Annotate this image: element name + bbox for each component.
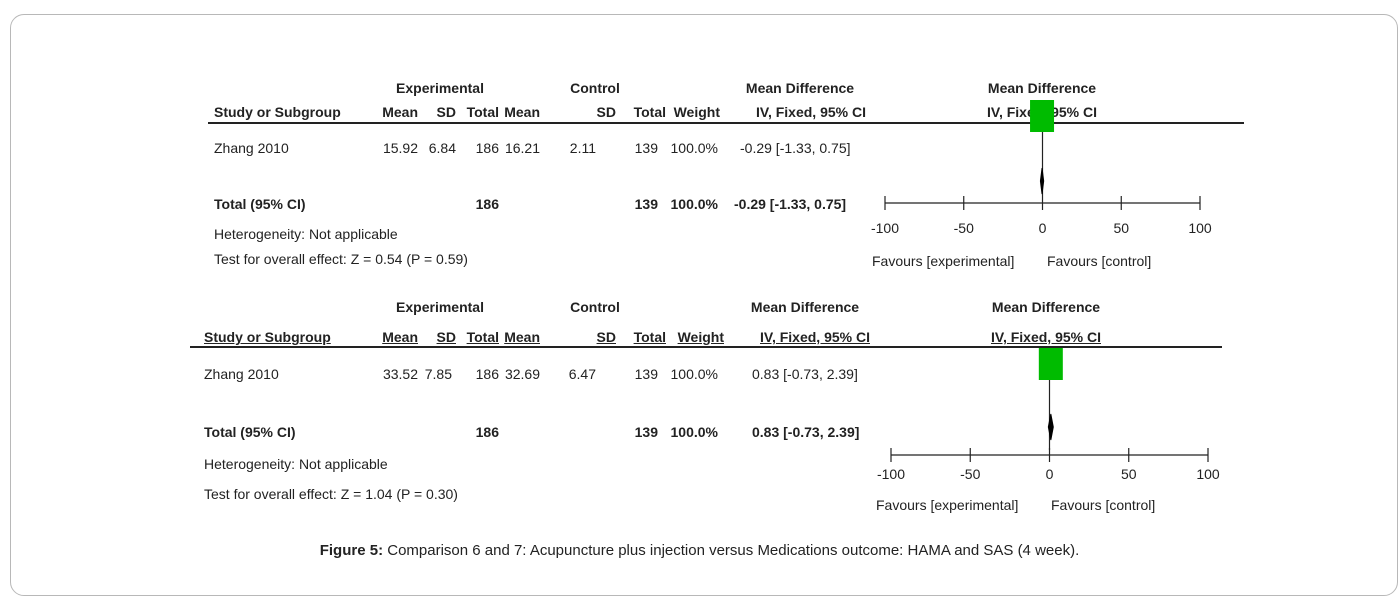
total-c: 139 <box>634 140 658 156</box>
x-axis-tick-label: 100 <box>1188 220 1212 236</box>
forest-plots: -100 -50 0 50 100 -100 -50 0 50 100 <box>871 100 1220 482</box>
col-total-e: Total <box>466 104 499 120</box>
col-total-e: Total <box>466 329 499 345</box>
weight: 100.0% <box>670 140 718 156</box>
col-sd-e: SD <box>436 329 456 345</box>
study-weight-square <box>1030 100 1055 132</box>
x-axis-tick-label: -50 <box>954 220 974 236</box>
overall-effect: Test for overall effect: Z = 0.54 (P = 0… <box>214 251 468 267</box>
x-axis-tick-label: -50 <box>960 466 980 482</box>
pooled-total-e: 186 <box>475 196 499 212</box>
mean-difference-ci: 0.83 [-0.73, 2.39] <box>752 366 858 382</box>
col-total-c: Total <box>633 329 666 345</box>
pooled-total-c: 139 <box>634 196 658 212</box>
group-header-control: Control <box>570 80 620 96</box>
heterogeneity: Heterogeneity: Not applicable <box>204 456 388 472</box>
col-study: Study or Subgroup <box>204 329 331 345</box>
mean-c: 16.21 <box>504 140 540 156</box>
group-header-mean-difference: Mean Difference <box>750 299 860 315</box>
study-name: Zhang 2010 <box>204 366 279 382</box>
col-mean-c: Mean <box>504 329 540 345</box>
mean-e: 33.52 <box>382 366 418 382</box>
figure-caption: Figure 5: Comparison 6 and 7: Acupunctur… <box>0 542 1399 559</box>
x-axis-tick-label: -100 <box>877 466 905 482</box>
col-mean-e: Mean <box>382 104 418 120</box>
col-sd-c: SD <box>596 329 616 345</box>
study-weight-square <box>1038 348 1063 380</box>
heterogeneity: Heterogeneity: Not applicable <box>214 226 398 242</box>
group-header-mean-difference-plot: Mean Difference <box>991 299 1101 315</box>
total-e: 186 <box>475 140 499 156</box>
pooled-diamond <box>1039 167 1045 195</box>
favours-control: Favours [control] <box>1047 253 1152 269</box>
sd-e: 7.85 <box>424 366 452 382</box>
mean-e: 15.92 <box>382 140 418 156</box>
x-axis-tick-label: 0 <box>1039 220 1047 236</box>
sd-e: 6.84 <box>428 140 456 156</box>
study-name: Zhang 2010 <box>214 140 289 156</box>
favours-experimental: Favours [experimental] <box>872 253 1015 269</box>
col-ci: IV, Fixed, 95% CI <box>760 329 870 345</box>
group-header-experimental: Experimental <box>396 80 484 96</box>
group-header-experimental: Experimental <box>396 299 484 315</box>
sd-c: 2.11 <box>569 140 596 156</box>
pooled-ci: 0.83 [-0.73, 2.39] <box>752 424 860 440</box>
mean-c: 32.69 <box>504 366 540 382</box>
col-mean-c: Mean <box>504 104 540 120</box>
total-label: Total (95% CI) <box>204 424 296 440</box>
caption-text: Comparison 6 and 7: Acupuncture plus inj… <box>383 542 1080 559</box>
total-c: 139 <box>634 366 658 382</box>
figure-frame <box>10 14 1398 596</box>
overall-effect: Test for overall effect: Z = 1.04 (P = 0… <box>204 486 458 502</box>
pooled-weight: 100.0% <box>670 196 718 212</box>
col-mean-e: Mean <box>382 329 418 345</box>
group-header-mean-difference: Mean Difference <box>745 80 855 96</box>
header-rule <box>190 346 1222 348</box>
pooled-total-e: 186 <box>475 424 499 440</box>
favours-control: Favours [control] <box>1051 497 1156 513</box>
sd-c: 6.47 <box>568 366 596 382</box>
caption-label: Figure 5: <box>319 542 384 559</box>
total-e: 186 <box>475 366 499 382</box>
col-ci: IV, Fixed, 95% CI <box>756 104 866 120</box>
x-axis-tick-label: -100 <box>871 220 899 236</box>
col-total-c: Total <box>633 104 666 120</box>
pooled-diamond <box>1047 413 1054 441</box>
mean-difference-ci: -0.29 [-1.33, 0.75] <box>740 140 851 156</box>
col-weight: Weight <box>677 329 724 345</box>
col-sd-e: SD <box>436 104 456 120</box>
col-study: Study or Subgroup <box>214 104 341 120</box>
col-weight: Weight <box>673 104 720 120</box>
total-label: Total (95% CI) <box>214 196 306 212</box>
x-axis-tick-label: 100 <box>1196 466 1220 482</box>
weight: 100.0% <box>670 366 718 382</box>
header-rule <box>208 122 1244 124</box>
favours-experimental: Favours [experimental] <box>876 497 1019 513</box>
group-header-mean-difference-plot: Mean Difference <box>987 80 1097 96</box>
pooled-weight: 100.0% <box>670 424 718 440</box>
x-axis-tick-label: 50 <box>1113 220 1129 236</box>
x-axis-tick-label: 50 <box>1121 466 1137 482</box>
x-axis-tick-label: 0 <box>1046 466 1054 482</box>
group-header-control: Control <box>570 299 620 315</box>
col-ci-plot: IV, Fixed, 95% CI <box>991 329 1101 345</box>
pooled-total-c: 139 <box>634 424 658 440</box>
col-sd-c: SD <box>596 104 616 120</box>
pooled-ci: -0.29 [-1.33, 0.75] <box>734 196 847 212</box>
